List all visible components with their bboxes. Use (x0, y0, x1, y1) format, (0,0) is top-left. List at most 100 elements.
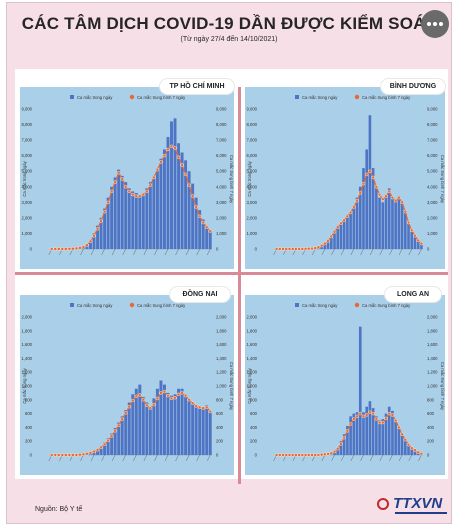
bar (201, 219, 205, 249)
x-tick-mark (369, 248, 374, 256)
y-axis-title: Ca mắc trong ngày (22, 160, 27, 196)
y-tick-label: 1,000 (247, 384, 258, 389)
y-tick-label: 600 (25, 411, 33, 416)
avg-point (361, 414, 366, 419)
chart-title: TP HỒ CHÍ MINH (160, 79, 234, 94)
avg-point (141, 192, 146, 197)
legend-label: Ca mắc trong ngày (77, 303, 113, 308)
bar (99, 217, 103, 249)
bar (173, 394, 177, 455)
legend-label: Ca mắc trong ngày (302, 303, 338, 308)
avg-point (371, 411, 375, 416)
bar (96, 225, 100, 249)
chart-title: BÌNH DƯƠNG (381, 79, 445, 94)
y-tick-label-right: 6,000 (427, 153, 438, 158)
y-tick-label: 2,000 (247, 215, 258, 220)
avg-point (297, 247, 301, 251)
bar (336, 225, 340, 249)
bar (205, 225, 209, 249)
avg-point (419, 241, 424, 246)
y-axis-title-right: Ca mắc trung bình 7 ngày (229, 362, 234, 411)
panel-divider-horizontal (15, 272, 448, 275)
legend-label: Ca mắc trong ngày (302, 95, 338, 100)
bar (194, 197, 198, 249)
bar (194, 405, 198, 455)
avg-point (284, 247, 288, 251)
avg-point (67, 247, 72, 251)
x-tick-mark (321, 248, 326, 256)
avg-point (53, 453, 57, 457)
x-tick-mark (418, 248, 422, 256)
bar (420, 244, 423, 249)
chart-panel-binh-duong: BÌNH DƯƠNG Ca mắc trong ngày Ca mắc trung… (245, 79, 445, 269)
bar (358, 326, 362, 455)
y-tick-label-right: 1,000 (216, 384, 227, 389)
avg-point (393, 418, 398, 423)
avg-point (374, 417, 379, 421)
bar (346, 426, 349, 455)
x-tick-mark (80, 248, 84, 256)
dot-icon (427, 22, 431, 26)
y-tick-label: 3,000 (22, 200, 33, 205)
y-tick-label: 200 (250, 439, 258, 444)
bar (378, 420, 381, 455)
bar (394, 199, 397, 249)
avg-point (303, 247, 308, 251)
avg-point (355, 199, 359, 203)
y-tick-label-right: 3,000 (427, 200, 438, 205)
avg-point (390, 195, 395, 200)
dot-icon (433, 22, 437, 26)
y-tick-label: 0 (30, 247, 33, 252)
avg-point (323, 241, 327, 246)
avg-point (197, 405, 202, 410)
avg-point (162, 153, 167, 158)
bar (339, 441, 343, 455)
x-tick-mark (331, 248, 335, 256)
bar (375, 186, 378, 249)
more-options-button[interactable] (421, 10, 449, 38)
avg-point (67, 453, 72, 457)
y-tick-label-right: 9,000 (216, 107, 227, 112)
avg-point (57, 247, 61, 251)
y-tick-label-right: 8,000 (427, 122, 438, 127)
x-tick-mark (111, 454, 116, 462)
avg-point (159, 391, 163, 395)
bar (162, 384, 166, 455)
avg-point (332, 449, 337, 454)
x-tick-mark (418, 454, 422, 462)
avg-point (416, 238, 420, 243)
y-tick-label: 7,000 (247, 138, 258, 143)
avg-point (290, 453, 295, 457)
y-tick-label-right: 1,400 (427, 356, 438, 361)
bar (120, 175, 124, 249)
y-tick-label: 2,000 (247, 315, 258, 320)
bar (381, 419, 385, 455)
avg-point (403, 209, 408, 214)
bar (145, 402, 149, 455)
y-tick-label: 4,000 (247, 184, 258, 189)
bar (387, 188, 391, 249)
avg-point (88, 239, 93, 243)
x-tick-mark (360, 454, 364, 462)
bar (96, 448, 100, 455)
avg-point (109, 434, 114, 438)
bar (113, 428, 117, 455)
avg-point (176, 155, 181, 159)
bar (355, 412, 359, 455)
legend-label: Ca mắc trong ngày (77, 95, 113, 100)
avg-point (74, 453, 79, 457)
avg-point (371, 175, 375, 180)
bar (416, 241, 420, 249)
infographic-card: CÁC TÂM DỊCH COVID-19 DẦN ĐƯỢC KIỂM SOÁT… (6, 2, 452, 524)
bar (177, 388, 181, 455)
avg-point (162, 389, 167, 394)
y-tick-label-right: 400 (216, 425, 224, 430)
bar (131, 394, 135, 455)
y-tick-label: 1,200 (247, 370, 258, 375)
dot-icon (439, 22, 443, 26)
bar (329, 235, 333, 249)
bar (410, 448, 414, 455)
chart-svg: Ca mắc trong ngày Ca mắc trung bình 7 ngà… (247, 302, 445, 462)
avg-point (194, 205, 198, 209)
avg-point (102, 442, 107, 447)
